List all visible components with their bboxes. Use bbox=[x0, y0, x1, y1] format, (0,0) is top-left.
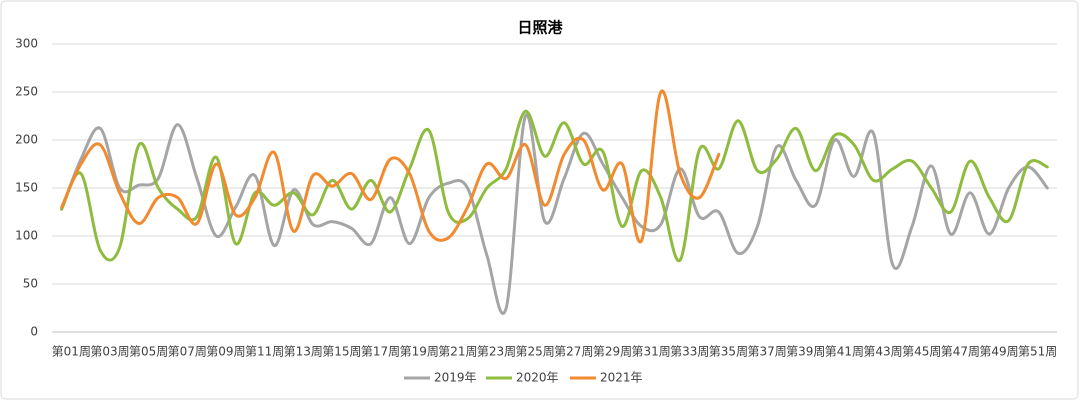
y-tick-label: 200 bbox=[15, 133, 38, 147]
y-tick-label: 50 bbox=[23, 277, 38, 291]
x-tick-label: 第21周 bbox=[438, 345, 477, 359]
x-tick-label: 第11周 bbox=[245, 345, 284, 359]
x-tick-label: 第27周 bbox=[554, 345, 593, 359]
x-tick-label: 第47周 bbox=[941, 345, 980, 359]
x-tick-label: 第07周 bbox=[168, 345, 207, 359]
chart-title: 日照港 bbox=[517, 19, 563, 37]
x-tick-label: 第01周 bbox=[52, 345, 91, 359]
x-tick-label: 第13周 bbox=[284, 345, 323, 359]
legend-label: 2021年 bbox=[600, 371, 643, 385]
y-tick-label: 300 bbox=[15, 37, 38, 51]
y-tick-label: 0 bbox=[30, 325, 38, 339]
x-tick-label: 第35周 bbox=[709, 345, 748, 359]
x-tick-label: 第19周 bbox=[400, 345, 439, 359]
x-tick-label: 第37周 bbox=[747, 345, 786, 359]
line-series bbox=[60, 113, 1049, 315]
y-tick-label: 250 bbox=[15, 85, 38, 99]
x-tick-label: 第05周 bbox=[129, 345, 168, 359]
line-series bbox=[60, 109, 1049, 263]
x-tick-label: 第33周 bbox=[670, 345, 709, 359]
x-tick-label: 第45周 bbox=[902, 345, 941, 359]
x-tick-label: 第15周 bbox=[322, 345, 361, 359]
x-tick-label: 第09周 bbox=[206, 345, 245, 359]
x-tick-label: 第29周 bbox=[593, 345, 632, 359]
x-tick-label: 第49周 bbox=[979, 345, 1018, 359]
x-tick-label: 第51周 bbox=[1018, 345, 1057, 359]
x-tick-label: 第23周 bbox=[477, 345, 516, 359]
x-tick-label: 第31周 bbox=[631, 345, 670, 359]
x-tick-label: 第03周 bbox=[90, 345, 129, 359]
x-tick-label: 第25周 bbox=[516, 345, 555, 359]
legend-label: 2020年 bbox=[516, 371, 559, 385]
x-tick-label: 第39周 bbox=[786, 345, 825, 359]
y-tick-label: 150 bbox=[15, 181, 38, 195]
x-tick-label: 第41周 bbox=[825, 345, 864, 359]
line-series bbox=[60, 89, 721, 244]
x-tick-label: 第17周 bbox=[361, 345, 400, 359]
y-tick-label: 100 bbox=[15, 229, 38, 243]
legend-label: 2019年 bbox=[434, 371, 477, 385]
x-tick-label: 第43周 bbox=[863, 345, 902, 359]
